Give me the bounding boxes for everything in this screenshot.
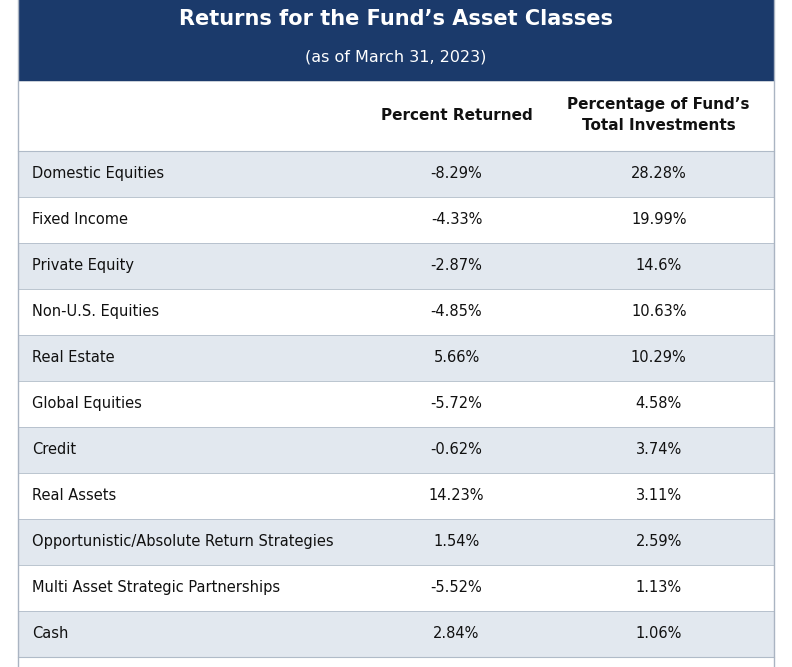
Text: Domestic Equities: Domestic Equities bbox=[32, 166, 164, 181]
Bar bbox=[18, 656, 774, 667]
Text: -8.29%: -8.29% bbox=[431, 166, 482, 181]
Text: Private Equity: Private Equity bbox=[32, 258, 134, 273]
Text: 2.59%: 2.59% bbox=[635, 534, 682, 549]
Text: Percent Returned: Percent Returned bbox=[381, 108, 532, 123]
Text: (as of March 31, 2023): (as of March 31, 2023) bbox=[305, 49, 487, 65]
Bar bbox=[18, 81, 774, 151]
Bar bbox=[18, 289, 774, 334]
Text: 10.63%: 10.63% bbox=[631, 304, 687, 319]
Text: Returns for the Fund’s Asset Classes: Returns for the Fund’s Asset Classes bbox=[179, 9, 613, 29]
Text: 28.28%: 28.28% bbox=[631, 166, 687, 181]
Text: 1.13%: 1.13% bbox=[636, 580, 682, 595]
Bar bbox=[18, 472, 774, 518]
Text: 14.23%: 14.23% bbox=[428, 488, 484, 503]
Text: 19.99%: 19.99% bbox=[631, 212, 687, 227]
Text: Cash: Cash bbox=[32, 626, 68, 641]
Text: -4.85%: -4.85% bbox=[431, 304, 482, 319]
Bar bbox=[18, 334, 774, 380]
Text: Global Equities: Global Equities bbox=[32, 396, 142, 411]
Text: Credit: Credit bbox=[32, 442, 76, 457]
Bar bbox=[18, 243, 774, 289]
Text: 5.66%: 5.66% bbox=[433, 350, 480, 365]
Text: -0.62%: -0.62% bbox=[431, 442, 482, 457]
Bar bbox=[18, 151, 774, 197]
Bar bbox=[18, 197, 774, 243]
Bar bbox=[18, 426, 774, 472]
Text: Real Estate: Real Estate bbox=[32, 350, 115, 365]
Bar bbox=[18, 518, 774, 564]
Text: -5.72%: -5.72% bbox=[431, 396, 482, 411]
Bar bbox=[18, 0, 774, 81]
Text: Percentage of Fund’s
Total Investments: Percentage of Fund’s Total Investments bbox=[567, 97, 750, 133]
Text: 2.84%: 2.84% bbox=[433, 626, 480, 641]
Text: Multi Asset Strategic Partnerships: Multi Asset Strategic Partnerships bbox=[32, 580, 280, 595]
Text: 10.29%: 10.29% bbox=[631, 350, 687, 365]
Text: -5.52%: -5.52% bbox=[431, 580, 482, 595]
Text: Fixed Income: Fixed Income bbox=[32, 212, 128, 227]
Text: 14.6%: 14.6% bbox=[636, 258, 682, 273]
Text: Non-U.S. Equities: Non-U.S. Equities bbox=[32, 304, 159, 319]
Bar bbox=[18, 564, 774, 610]
Text: -4.33%: -4.33% bbox=[431, 212, 482, 227]
Text: 3.11%: 3.11% bbox=[636, 488, 682, 503]
Bar bbox=[18, 610, 774, 656]
Text: 1.06%: 1.06% bbox=[635, 626, 682, 641]
Text: Real Assets: Real Assets bbox=[32, 488, 116, 503]
Text: -2.87%: -2.87% bbox=[431, 258, 482, 273]
Text: 3.74%: 3.74% bbox=[636, 442, 682, 457]
Text: Opportunistic/Absolute Return Strategies: Opportunistic/Absolute Return Strategies bbox=[32, 534, 333, 549]
Bar bbox=[18, 380, 774, 426]
Text: 4.58%: 4.58% bbox=[636, 396, 682, 411]
Text: 1.54%: 1.54% bbox=[433, 534, 480, 549]
